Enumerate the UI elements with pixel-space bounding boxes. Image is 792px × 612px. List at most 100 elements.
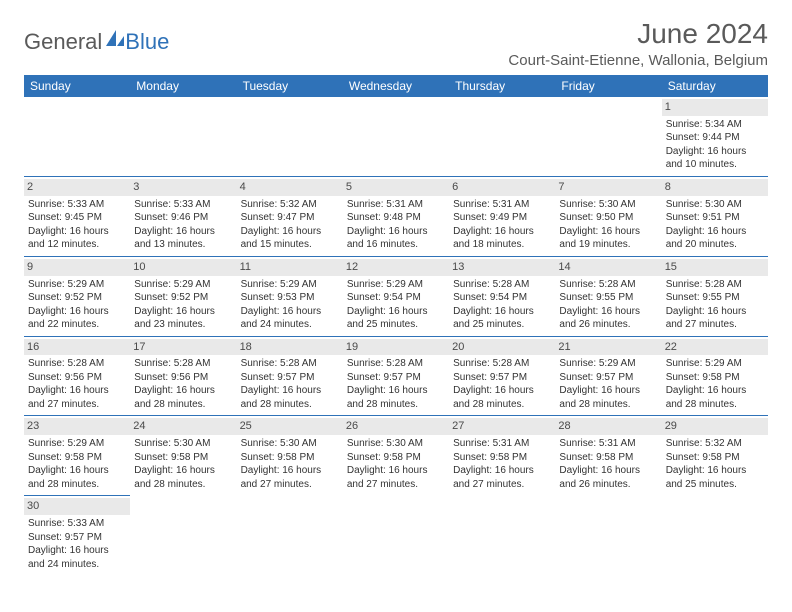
header-thursday: Thursday [449, 75, 555, 97]
daylight-text: Daylight: 16 hours and 18 minutes. [453, 225, 551, 252]
sunset-text: Sunset: 9:55 PM [559, 291, 657, 305]
sunrise-text: Sunrise: 5:30 AM [241, 437, 339, 451]
daylight-text: Daylight: 16 hours and 26 minutes. [559, 305, 657, 332]
day-number: 11 [237, 259, 343, 276]
sunrise-text: Sunrise: 5:28 AM [666, 278, 764, 292]
sunset-text: Sunset: 9:47 PM [241, 211, 339, 225]
sunrise-text: Sunrise: 5:28 AM [241, 357, 339, 371]
day-details: Sunrise: 5:28 AMSunset: 9:54 PMDaylight:… [453, 278, 551, 332]
sunrise-text: Sunrise: 5:29 AM [134, 278, 232, 292]
sunset-text: Sunset: 9:57 PM [347, 371, 445, 385]
sunset-text: Sunset: 9:58 PM [134, 451, 232, 465]
daylight-text: Daylight: 16 hours and 13 minutes. [134, 225, 232, 252]
sunset-text: Sunset: 9:49 PM [453, 211, 551, 225]
sunset-text: Sunset: 9:54 PM [453, 291, 551, 305]
daylight-text: Daylight: 16 hours and 27 minutes. [666, 305, 764, 332]
sunset-text: Sunset: 9:46 PM [134, 211, 232, 225]
sunrise-text: Sunrise: 5:28 AM [453, 357, 551, 371]
calendar-day-cell [130, 97, 236, 176]
daylight-text: Daylight: 16 hours and 27 minutes. [347, 464, 445, 491]
calendar-day-cell [449, 496, 555, 575]
header-saturday: Saturday [662, 75, 768, 97]
month-title: June 2024 [508, 18, 768, 50]
header-monday: Monday [130, 75, 236, 97]
day-number: 14 [555, 259, 661, 276]
sunrise-text: Sunrise: 5:29 AM [347, 278, 445, 292]
day-number: 2 [24, 179, 130, 196]
daylight-text: Daylight: 16 hours and 25 minutes. [347, 305, 445, 332]
day-details: Sunrise: 5:30 AMSunset: 9:58 PMDaylight:… [241, 437, 339, 491]
day-number: 9 [24, 259, 130, 276]
day-number: 17 [130, 339, 236, 356]
sunset-text: Sunset: 9:58 PM [666, 371, 764, 385]
sunset-text: Sunset: 9:56 PM [134, 371, 232, 385]
daylight-text: Daylight: 16 hours and 16 minutes. [347, 225, 445, 252]
calendar-day-cell: 15Sunrise: 5:28 AMSunset: 9:55 PMDayligh… [662, 256, 768, 336]
sunset-text: Sunset: 9:51 PM [666, 211, 764, 225]
calendar-day-cell: 27Sunrise: 5:31 AMSunset: 9:58 PMDayligh… [449, 416, 555, 496]
calendar-day-cell [449, 97, 555, 176]
calendar-week-row: 30Sunrise: 5:33 AMSunset: 9:57 PMDayligh… [24, 496, 768, 575]
calendar-week-row: 23Sunrise: 5:29 AMSunset: 9:58 PMDayligh… [24, 416, 768, 496]
day-number: 22 [662, 339, 768, 356]
header-wednesday: Wednesday [343, 75, 449, 97]
sunset-text: Sunset: 9:50 PM [559, 211, 657, 225]
sunrise-text: Sunrise: 5:29 AM [28, 278, 126, 292]
day-details: Sunrise: 5:30 AMSunset: 9:58 PMDaylight:… [347, 437, 445, 491]
day-number: 8 [662, 179, 768, 196]
day-number: 6 [449, 179, 555, 196]
sunset-text: Sunset: 9:53 PM [241, 291, 339, 305]
daylight-text: Daylight: 16 hours and 12 minutes. [28, 225, 126, 252]
sunrise-text: Sunrise: 5:31 AM [559, 437, 657, 451]
daylight-text: Daylight: 16 hours and 27 minutes. [453, 464, 551, 491]
day-details: Sunrise: 5:33 AMSunset: 9:46 PMDaylight:… [134, 198, 232, 252]
sunrise-text: Sunrise: 5:28 AM [28, 357, 126, 371]
sunrise-text: Sunrise: 5:29 AM [666, 357, 764, 371]
sunset-text: Sunset: 9:58 PM [28, 451, 126, 465]
calendar-day-cell: 29Sunrise: 5:32 AMSunset: 9:58 PMDayligh… [662, 416, 768, 496]
calendar-day-cell: 16Sunrise: 5:28 AMSunset: 9:56 PMDayligh… [24, 336, 130, 416]
daylight-text: Daylight: 16 hours and 28 minutes. [134, 384, 232, 411]
daylight-text: Daylight: 16 hours and 19 minutes. [559, 225, 657, 252]
location-text: Court-Saint-Etienne, Wallonia, Belgium [508, 52, 768, 69]
sunrise-text: Sunrise: 5:32 AM [666, 437, 764, 451]
day-number: 7 [555, 179, 661, 196]
daylight-text: Daylight: 16 hours and 10 minutes. [666, 145, 764, 172]
day-details: Sunrise: 5:34 AMSunset: 9:44 PMDaylight:… [666, 118, 764, 172]
day-number: 4 [237, 179, 343, 196]
day-number: 1 [662, 99, 768, 116]
day-details: Sunrise: 5:29 AMSunset: 9:58 PMDaylight:… [666, 357, 764, 411]
day-details: Sunrise: 5:29 AMSunset: 9:54 PMDaylight:… [347, 278, 445, 332]
sunset-text: Sunset: 9:58 PM [241, 451, 339, 465]
calendar-day-cell: 20Sunrise: 5:28 AMSunset: 9:57 PMDayligh… [449, 336, 555, 416]
day-details: Sunrise: 5:31 AMSunset: 9:49 PMDaylight:… [453, 198, 551, 252]
daylight-text: Daylight: 16 hours and 22 minutes. [28, 305, 126, 332]
calendar-day-cell: 2Sunrise: 5:33 AMSunset: 9:45 PMDaylight… [24, 176, 130, 256]
calendar-day-cell: 24Sunrise: 5:30 AMSunset: 9:58 PMDayligh… [130, 416, 236, 496]
daylight-text: Daylight: 16 hours and 27 minutes. [28, 384, 126, 411]
calendar-day-cell: 1 Sunrise: 5:34 AMSunset: 9:44 PMDaylight… [662, 97, 768, 176]
daylight-text: Daylight: 16 hours and 23 minutes. [134, 305, 232, 332]
daylight-text: Daylight: 16 hours and 28 minutes. [453, 384, 551, 411]
sunrise-text: Sunrise: 5:33 AM [134, 198, 232, 212]
sunrise-text: Sunrise: 5:28 AM [134, 357, 232, 371]
calendar-day-cell: 28Sunrise: 5:31 AMSunset: 9:58 PMDayligh… [555, 416, 661, 496]
calendar-day-cell [237, 496, 343, 575]
sunset-text: Sunset: 9:58 PM [347, 451, 445, 465]
calendar-day-cell: 17Sunrise: 5:28 AMSunset: 9:56 PMDayligh… [130, 336, 236, 416]
calendar-day-cell: 13Sunrise: 5:28 AMSunset: 9:54 PMDayligh… [449, 256, 555, 336]
brand-text-general: General [24, 29, 102, 55]
sunrise-text: Sunrise: 5:29 AM [28, 437, 126, 451]
calendar-day-cell [555, 97, 661, 176]
day-number: 24 [130, 418, 236, 435]
day-details: Sunrise: 5:28 AMSunset: 9:56 PMDaylight:… [28, 357, 126, 411]
calendar-day-cell: 12Sunrise: 5:29 AMSunset: 9:54 PMDayligh… [343, 256, 449, 336]
daylight-text: Daylight: 16 hours and 28 minutes. [559, 384, 657, 411]
sunset-text: Sunset: 9:45 PM [28, 211, 126, 225]
day-details: Sunrise: 5:30 AMSunset: 9:51 PMDaylight:… [666, 198, 764, 252]
daylight-text: Daylight: 16 hours and 28 minutes. [666, 384, 764, 411]
sunset-text: Sunset: 9:57 PM [453, 371, 551, 385]
calendar-day-cell: 19Sunrise: 5:28 AMSunset: 9:57 PMDayligh… [343, 336, 449, 416]
day-details: Sunrise: 5:29 AMSunset: 9:52 PMDaylight:… [28, 278, 126, 332]
calendar-day-cell: 18Sunrise: 5:28 AMSunset: 9:57 PMDayligh… [237, 336, 343, 416]
